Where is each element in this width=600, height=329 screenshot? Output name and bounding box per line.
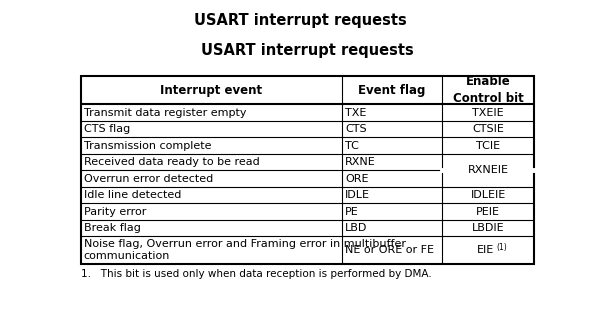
Text: Interrupt event: Interrupt event bbox=[160, 84, 262, 97]
Text: TC: TC bbox=[345, 140, 359, 151]
Text: CTS: CTS bbox=[345, 124, 367, 134]
Text: Event flag: Event flag bbox=[358, 84, 425, 97]
Text: CTS flag: CTS flag bbox=[84, 124, 130, 134]
Text: Break flag: Break flag bbox=[84, 223, 141, 233]
Text: Received data ready to be read: Received data ready to be read bbox=[84, 157, 260, 167]
Text: Enable
Control bit: Enable Control bit bbox=[453, 75, 524, 105]
Text: IDLE: IDLE bbox=[345, 190, 370, 200]
Text: Idle line detected: Idle line detected bbox=[84, 190, 181, 200]
Text: Transmit data register empty: Transmit data register empty bbox=[84, 108, 247, 117]
Text: RXNE: RXNE bbox=[345, 157, 376, 167]
Text: IDLEIE: IDLEIE bbox=[470, 190, 506, 200]
Text: TXEIE: TXEIE bbox=[472, 108, 504, 117]
Text: PE: PE bbox=[345, 207, 359, 217]
Text: NE or ORE or FE: NE or ORE or FE bbox=[345, 245, 434, 255]
Text: LBD: LBD bbox=[345, 223, 368, 233]
Text: EIE: EIE bbox=[477, 245, 494, 255]
Text: USART interrupt requests: USART interrupt requests bbox=[201, 43, 414, 58]
Text: RXNEIE: RXNEIE bbox=[467, 165, 509, 175]
Text: Parity error: Parity error bbox=[84, 207, 146, 217]
Text: Transmission complete: Transmission complete bbox=[84, 140, 211, 151]
Text: 1.   This bit is used only when data reception is performed by DMA.: 1. This bit is used only when data recep… bbox=[80, 269, 431, 279]
Text: ORE: ORE bbox=[345, 174, 369, 184]
Bar bbox=[80, 76, 535, 264]
Text: Noise flag, Overrun error and Framing error in multibuffer
communication: Noise flag, Overrun error and Framing er… bbox=[84, 239, 406, 261]
Text: LBDIE: LBDIE bbox=[472, 223, 505, 233]
Text: TXE: TXE bbox=[345, 108, 367, 117]
Text: CTSIE: CTSIE bbox=[472, 124, 504, 134]
Text: (1): (1) bbox=[496, 242, 507, 251]
Text: TCIE: TCIE bbox=[476, 140, 500, 151]
Text: PEIE: PEIE bbox=[476, 207, 500, 217]
Text: USART interrupt requests: USART interrupt requests bbox=[194, 13, 406, 28]
Text: Overrun error detected: Overrun error detected bbox=[84, 174, 213, 184]
